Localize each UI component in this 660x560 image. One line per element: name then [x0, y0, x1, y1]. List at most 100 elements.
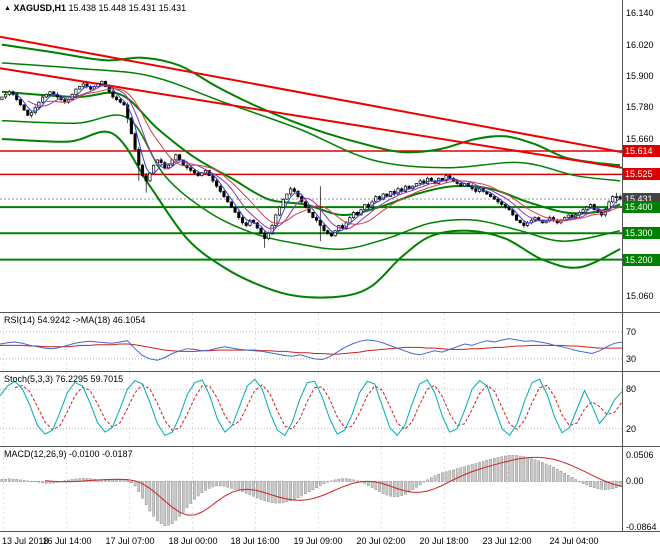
- macd-histogram-bar: [152, 481, 155, 517]
- candle-body: [189, 167, 193, 171]
- candle-body: [44, 94, 48, 98]
- band-line-middle[interactable]: [1, 90, 621, 217]
- candle-body: [322, 225, 326, 232]
- macd-histogram-bar: [252, 481, 255, 497]
- macd-histogram-bar: [400, 481, 404, 496]
- candle-body: [192, 170, 196, 174]
- macd-histogram-bar: [22, 480, 26, 482]
- macd-histogram-bar: [541, 462, 544, 482]
- trendline-2[interactable]: [0, 67, 622, 169]
- macd-canvas[interactable]: [0, 447, 622, 531]
- candle-body: [348, 217, 352, 224]
- macd-histogram-bar: [281, 481, 285, 503]
- candle-body: [281, 198, 285, 208]
- macd-header: MACD(12,26,9) -0.0100 -0.0187: [4, 449, 133, 459]
- macd-histogram-bar: [293, 481, 296, 500]
- macd-histogram-bar: [230, 481, 233, 489]
- ohlc-close-value: 15.431: [158, 3, 187, 13]
- macd-histogram-bar: [304, 481, 307, 495]
- macd-histogram-bar: [567, 475, 570, 482]
- candle-body: [459, 183, 463, 187]
- macd-histogram-bar: [37, 481, 41, 483]
- panel-separator[interactable]: [0, 446, 660, 447]
- candle-body: [352, 212, 356, 218]
- stochastic-canvas[interactable]: [0, 372, 622, 446]
- candle-body: [355, 212, 359, 216]
- candle-body: [426, 177, 430, 184]
- macd-histogram-bar: [15, 479, 19, 482]
- macd-histogram-bar: [163, 481, 167, 526]
- symbol-title: XAGUSD,H1: [13, 3, 66, 13]
- band-line-lower[interactable]: [1, 130, 621, 299]
- macd-histogram-bar: [130, 481, 133, 484]
- macd-histogram-bar: [574, 479, 577, 482]
- candle-body: [489, 193, 493, 197]
- macd-histogram-bar: [374, 481, 378, 490]
- macd-histogram-bar: [237, 481, 241, 491]
- candle-body: [159, 159, 163, 163]
- macd-histogram-bar: [307, 481, 311, 493]
- candle-body: [122, 101, 126, 106]
- candle-body: [326, 230, 330, 234]
- macd-histogram-bar: [267, 481, 270, 503]
- macd-histogram-bar: [274, 481, 278, 504]
- band-line-upper2[interactable]: [1, 62, 621, 182]
- candle-body: [81, 83, 85, 87]
- candle-body: [266, 232, 270, 239]
- macd-histogram-bar: [218, 481, 222, 487]
- time-axis-label: 24 Jul 04:00: [549, 536, 599, 546]
- macd-histogram-bar: [111, 479, 115, 482]
- candle-body: [340, 225, 345, 229]
- macd-histogram-bar: [352, 479, 355, 482]
- macd-histogram-bar: [555, 468, 559, 482]
- candle-body: [163, 162, 167, 169]
- macd-histogram-bar: [144, 481, 148, 505]
- candle-body: [111, 91, 115, 98]
- rsi-axis-label: 30: [626, 354, 637, 364]
- panel-separator[interactable]: [0, 371, 660, 372]
- macd-histogram-bar: [455, 468, 459, 482]
- band-line-upper[interactable]: [1, 43, 621, 167]
- panel-separator[interactable]: [0, 312, 660, 313]
- stoch-main-line: [0, 378, 622, 437]
- macd-histogram-bar: [544, 463, 548, 482]
- time-axis[interactable]: 13 Jul 2018 16 Jul 14:00 17 Jul 07:00 18 Ju…: [0, 532, 660, 560]
- stochastic-header: Stoch(5,3,3) 76.2295 59.7015: [4, 374, 124, 384]
- candle-body: [196, 172, 200, 176]
- macd-histogram-bar: [33, 481, 37, 483]
- macd-histogram-bar: [563, 473, 566, 482]
- rsi-canvas[interactable]: [0, 313, 622, 371]
- candle-body: [500, 201, 504, 205]
- macd-histogram-bar: [592, 481, 596, 488]
- macd-axis-label: 0.00: [626, 476, 644, 486]
- macd-histogram-bar: [404, 481, 407, 495]
- macd-histogram-bar: [578, 481, 581, 483]
- candle-body: [152, 164, 156, 174]
- candle-body: [7, 91, 11, 95]
- macd-histogram-bar: [326, 481, 330, 483]
- price-axis-label: 15.060: [626, 291, 654, 301]
- candle-body: [318, 219, 322, 226]
- macd-histogram-bar: [270, 481, 274, 503]
- candle-body: [22, 104, 26, 111]
- price-axis-label: 15.660: [626, 134, 654, 144]
- macd-histogram-bar: [418, 481, 422, 485]
- main-chart-canvas[interactable]: [0, 0, 622, 312]
- macd-histogram-bar: [133, 481, 137, 487]
- macd-histogram-bar: [19, 479, 22, 482]
- macd-histogram-bar: [7, 478, 11, 482]
- candle-body: [329, 232, 333, 237]
- macd-histogram-bar: [526, 457, 529, 482]
- trendline-1[interactable]: [0, 35, 622, 154]
- price-axis[interactable]: 16.140 16.020 15.900 15.780 15.660 15.060 15.6…: [622, 0, 660, 532]
- rsi-header: RSI(14) 54.9242 ->MA(18) 46.1054: [4, 315, 146, 325]
- macd-histogram-bar: [618, 481, 622, 487]
- candle-body: [277, 206, 282, 216]
- candle-body: [11, 91, 15, 95]
- candle-body: [289, 188, 293, 195]
- candle-body: [522, 222, 526, 226]
- macd-histogram-bar: [259, 481, 263, 500]
- macd-histogram-bar: [441, 472, 444, 482]
- candle-body: [592, 204, 596, 211]
- macd-histogram-bar: [104, 480, 107, 482]
